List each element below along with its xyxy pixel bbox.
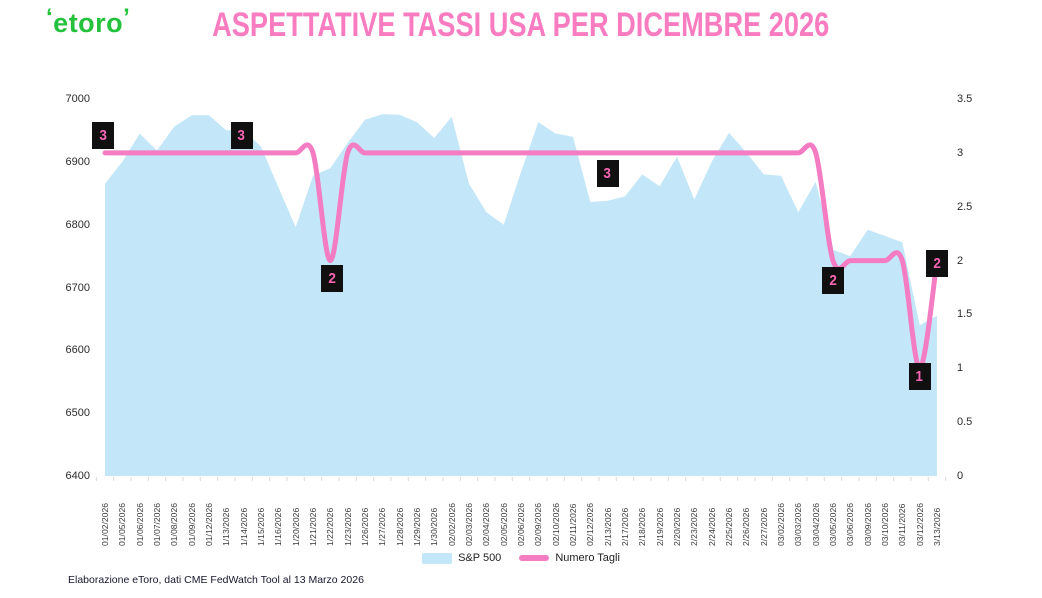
numero-tagli-line-swatch — [519, 555, 550, 561]
line-value-label: 3 — [230, 122, 253, 150]
line-value-label: 2 — [822, 267, 844, 295]
x-axis-date-label: 1/28/2026 — [394, 507, 405, 546]
line-value-label: 2 — [321, 265, 344, 293]
x-axis-date-label: 03/04/2026 — [810, 502, 821, 546]
x-axis-date-label: 1/14/2026 — [238, 507, 249, 546]
line-value-label: 1 — [908, 362, 931, 390]
y-right-tick-label: 3 — [957, 146, 964, 159]
x-axis-date-label: 2/17/2026 — [620, 507, 630, 546]
y-left-tick-label: 6900 — [65, 155, 90, 168]
chart-title: ASPETTATIVE TASSI USA PER DICEMBRE 2026 — [212, 6, 830, 44]
y-right-tick-label: 0 — [957, 470, 964, 482]
y-left-tick-label: 6600 — [65, 344, 90, 357]
y-right-tick-label: 0.5 — [957, 416, 973, 429]
line-value-label: 2 — [926, 250, 948, 278]
x-axis-date-label: 2/19/2026 — [654, 507, 665, 546]
x-axis-date-label: 03/11/2026 — [897, 503, 908, 546]
x-axis-date-label: 02/02/2026 — [446, 502, 457, 546]
x-axis-date-label: 03/10/2026 — [880, 502, 890, 546]
x-axis-date-label: 1/15/2026 — [256, 507, 266, 546]
y-right-tick-label: 2.5 — [957, 200, 973, 213]
x-axis-date-label: 1/13/2026 — [221, 507, 232, 546]
x-axis-date-label: 1/16/2026 — [273, 507, 284, 546]
x-axis-tick-marks — [95, 477, 947, 481]
x-axis-date-label: 01/02/2026 — [100, 502, 110, 546]
x-axis-date-label: 1/21/2026 — [308, 507, 318, 546]
x-axis-date-label: 01/09/2026 — [186, 502, 197, 546]
y-right-tick-label: 1.5 — [957, 308, 973, 321]
source-note: Elaborazione eToro, dati CME FedWatch To… — [68, 574, 364, 586]
x-axis-date-label: 02/04/2026 — [481, 502, 492, 546]
legend: S&P 500 Numero Tagli — [0, 552, 1042, 564]
y-left-tick-label: 6400 — [65, 470, 90, 482]
legend-item-numero-tagli: Numero Tagli — [519, 552, 620, 564]
bull-horn-left-icon: ‘ — [46, 4, 54, 31]
y-left-tick-label: 6800 — [65, 218, 90, 231]
numero-tagli-line — [102, 142, 940, 371]
x-axis-date-label: 01/08/2026 — [169, 502, 180, 546]
x-axis-date-label: 01/05/2026 — [117, 502, 128, 546]
x-axis-date-label: 3/13/2026 — [932, 507, 942, 546]
sp500-area — [105, 114, 937, 476]
legend-item-sp500: S&P 500 — [422, 552, 501, 564]
x-axis-date-label: 02/12/2026 — [585, 502, 596, 546]
x-axis-date-label: 02/05/2026 — [498, 502, 509, 546]
x-axis-date-label: 01/07/2026 — [152, 502, 162, 546]
x-axis-date-label: 03/06/2026 — [845, 502, 856, 546]
line-value-label: 3 — [92, 122, 114, 150]
bull-horn-right-icon: ’ — [123, 4, 131, 31]
x-axis-date-label: 2/18/2026 — [637, 507, 648, 546]
x-axis-date-label: 1/30/2026 — [429, 507, 440, 546]
x-axis-date-label: 02/10/2026 — [550, 502, 561, 546]
x-axis-date-label: 1/26/2026 — [360, 507, 370, 546]
x-axis-date-label: 02/09/2026 — [533, 502, 544, 546]
x-axis-date-label: 2/24/2026 — [706, 507, 717, 546]
x-axis-date-label: 2/26/2026 — [741, 507, 752, 546]
y-left-tick-label: 6500 — [65, 407, 90, 420]
x-axis-date-label: 2/13/2026 — [602, 507, 613, 546]
x-axis-date-label: 2/25/2026 — [724, 507, 734, 546]
x-axis-date-label: 1/22/2026 — [325, 507, 336, 546]
x-axis-date-label: 1/23/2026 — [342, 507, 353, 546]
x-axis-date-label: 03/03/2026 — [793, 502, 804, 546]
x-axis-date-label: 2/27/2026 — [758, 507, 769, 546]
etoro-logo: ‘etoro’ — [46, 4, 130, 39]
chart-title-wrap: ASPETTATIVE TASSI USA PER DICEMBRE 2026 — [0, 6, 1042, 45]
line-value-label: 3 — [596, 160, 619, 188]
y-right-tick-label: 3.5 — [957, 93, 973, 105]
x-axis-date-label: 03/09/2026 — [862, 502, 873, 546]
x-axis-date-label: 01/12/2026 — [204, 502, 214, 546]
x-axis-date-label: 2/20/2026 — [672, 507, 682, 546]
x-axis-date-label: 1/27/2026 — [377, 507, 388, 546]
x-axis-date-label: 03/02/2026 — [776, 502, 786, 546]
x-axis-date-label: 02/06/2026 — [516, 502, 526, 546]
sp500-area-swatch — [422, 552, 453, 564]
y-left-tick-label: 6700 — [65, 281, 90, 294]
y-right-tick-label: 2 — [957, 254, 964, 267]
y-right-tick-label: 1 — [957, 362, 964, 375]
x-axis-date-label: 2/23/2026 — [689, 507, 700, 546]
x-axis-date-label: 02/03/2026 — [464, 502, 474, 546]
legend-label-numero-tagli: Numero Tagli — [555, 552, 620, 564]
x-axis-date-label: 1/20/2026 — [290, 507, 301, 546]
x-axis-date-label: 03/12/2026 — [914, 502, 925, 546]
x-axis-date-label: 03/05/2026 — [828, 502, 838, 546]
x-axis-date-label: 02/11/2026 — [568, 503, 578, 546]
etoro-logo-text: etoro — [53, 8, 124, 38]
y-left-tick-label: 7000 — [65, 93, 90, 105]
x-axis-date-label: 1/29/2026 — [412, 507, 422, 546]
x-axis-date-label: 01/06/2026 — [134, 502, 145, 546]
legend-label-sp500: S&P 500 — [458, 552, 502, 564]
